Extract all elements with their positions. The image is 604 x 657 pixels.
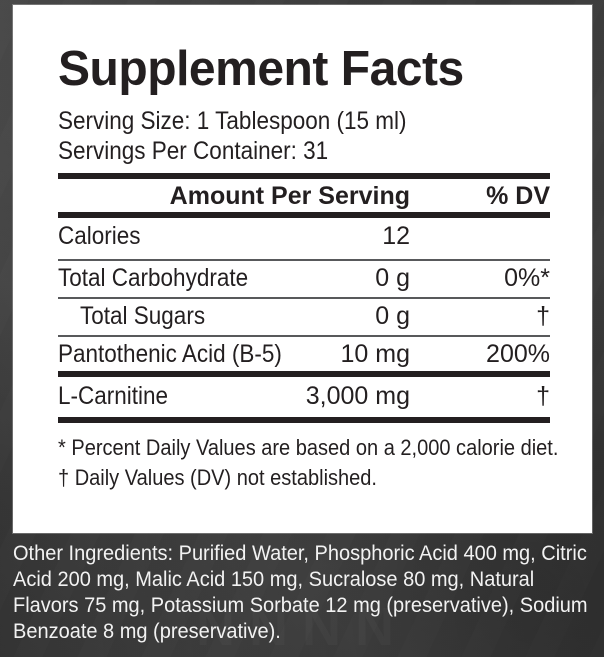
- nutrient-dv: 0%*: [504, 264, 550, 292]
- other-ingredients-block: Other Ingredients: Purified Water, Phosp…: [13, 540, 595, 644]
- nutrient-name: Pantothenic Acid (B-5): [58, 340, 282, 368]
- rule-top-thick: [58, 173, 550, 179]
- table-row: Total Carbohydrate 0 g 0%*: [58, 263, 550, 293]
- nutrient-amount: 3,000 mg: [305, 382, 410, 410]
- nutrient-dv: †: [536, 302, 550, 330]
- nutrient-name: L-Carnitine: [58, 382, 169, 410]
- rule-under-header-thick: [58, 212, 550, 218]
- nutrient-name: Calories: [58, 222, 141, 250]
- nutrient-amount: 0 g: [375, 302, 410, 330]
- nutrient-name: Total Carbohydrate: [58, 264, 249, 292]
- nutrient-dv: 200%: [486, 340, 550, 368]
- table-row: L-Carnitine 3,000 mg †: [58, 381, 550, 411]
- rule-under-carbohydrate-thin: [58, 297, 550, 299]
- footnote-percent-daily-value: * Percent Daily Values are based on a 2,…: [58, 435, 559, 460]
- table-header-row: Amount Per Serving % DV: [58, 181, 550, 211]
- serving-size-text: Serving Size: 1 Tablespoon (15 ml): [58, 107, 407, 135]
- percent-dv-header: % DV: [486, 182, 550, 210]
- page-title: Supplement Facts: [58, 42, 464, 96]
- rule-above-lcarnitine-thick: [58, 371, 550, 377]
- servings-per-container-text: Servings Per Container: 31: [58, 137, 329, 165]
- amount-per-serving-header: Amount Per Serving: [169, 182, 410, 210]
- table-row: Pantothenic Acid (B-5) 10 mg 200%: [58, 339, 550, 369]
- nutrient-amount: 12: [382, 222, 410, 250]
- rule-bottom-thick: [58, 417, 550, 423]
- table-row: Total Sugars 0 g †: [58, 301, 550, 331]
- nutrient-name: Total Sugars: [80, 302, 206, 330]
- other-ingredients-text: Other Ingredients: Purified Water, Phosp…: [13, 541, 588, 643]
- rule-under-calories-thin: [58, 259, 550, 261]
- table-row: Calories 12: [58, 221, 550, 251]
- supplement-facts-panel: Supplement Facts Serving Size: 1 Tablesp…: [13, 5, 592, 533]
- nutrient-dv: †: [536, 382, 550, 410]
- nutrient-amount: 10 mg: [340, 340, 410, 368]
- footnote-dv-not-established: † Daily Values (DV) not established.: [58, 465, 377, 490]
- rule-under-sugars-thin: [58, 335, 550, 337]
- nutrient-amount: 0 g: [375, 264, 410, 292]
